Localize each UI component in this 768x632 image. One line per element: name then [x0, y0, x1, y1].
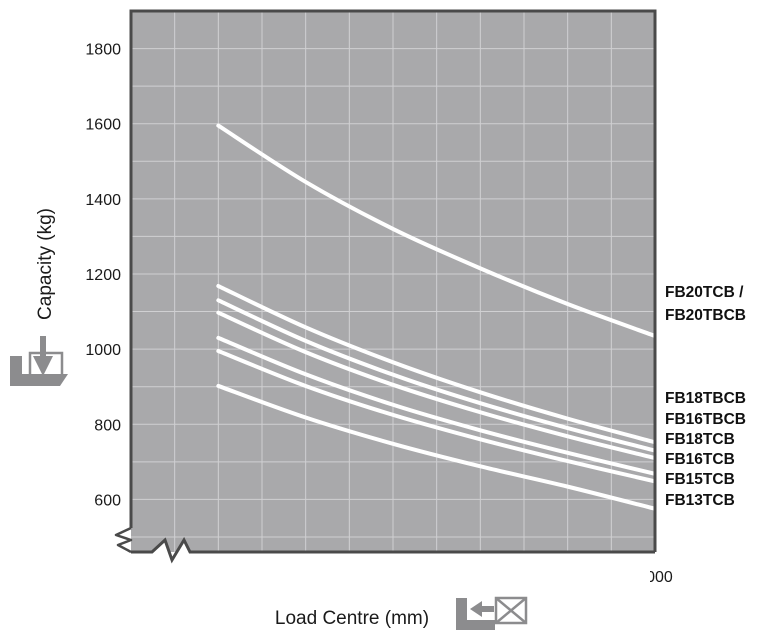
series-line-6 [216, 383, 657, 511]
y-tick-label: 800 [94, 417, 121, 434]
axis-break-icon [131, 536, 655, 564]
axis-break-left-icon [114, 526, 133, 554]
series-label: FB13TCB [665, 492, 735, 509]
series-label: FB16TBCB [665, 411, 746, 428]
y-tick-label: 1600 [85, 117, 121, 134]
y-tick-label: 1800 [85, 42, 121, 59]
y-axis-title: Capacity (kg) [35, 208, 56, 320]
capacity-load-icon [10, 336, 68, 386]
x-axis-title: Load Centre (mm) [275, 608, 429, 629]
series-line-0 [216, 123, 657, 338]
series-label: FB18TBCB [665, 390, 746, 407]
plot-frame [129, 9, 657, 552]
series-label: FB15TCB [665, 471, 735, 488]
series-label: FB20TCB / [665, 284, 744, 301]
y-tick-label: 1400 [85, 192, 121, 209]
series-line-4 [216, 335, 657, 476]
series-line-1 [216, 284, 657, 445]
series-label: FB20TBCB [665, 307, 746, 324]
y-tick-labels: 600 800 1000 1200 1400 1600 1800 [85, 42, 121, 510]
y-tick-label: 1200 [85, 267, 121, 284]
axis-break-mask [118, 540, 650, 620]
series-labels: FB20TCB / FB20TBCB FB18TBCB FB16TBCB FB18TCB… [665, 284, 746, 509]
load-centre-icon [456, 596, 528, 630]
y-tick-label: 600 [94, 492, 121, 509]
series-line-5 [216, 349, 657, 484]
series-line-3 [216, 310, 657, 461]
series-label: FB18TCB [665, 431, 735, 448]
series-line-2 [216, 298, 657, 453]
series-label: FB16TCB [665, 451, 735, 468]
y-tick-label: 1000 [85, 342, 121, 359]
series-lines [216, 123, 657, 511]
